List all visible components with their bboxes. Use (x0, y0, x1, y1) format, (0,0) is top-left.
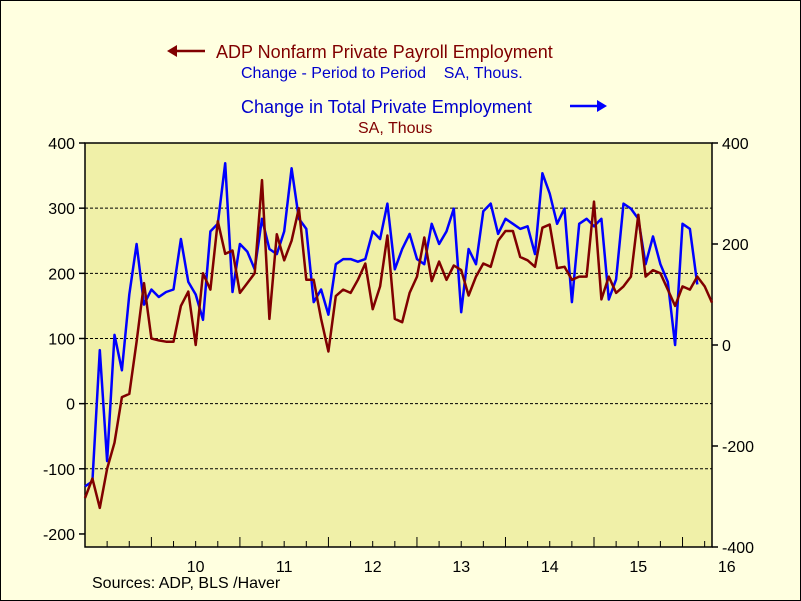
bls-series-subtitle: SA, Thous (358, 120, 432, 137)
left-axis-tick-label: 200 (48, 266, 75, 283)
sources-note: Sources: ADP, BLS /Haver (92, 575, 281, 592)
right-axis-tick-label: -200 (722, 439, 754, 456)
left-axis-tick-label: -100 (43, 462, 75, 479)
right-axis-tick-label: 200 (722, 237, 749, 254)
legend-adp-arrow-head (167, 45, 177, 57)
x-axis-tick-label: 14 (541, 559, 559, 576)
right-axis-tick-label: 0 (722, 338, 731, 355)
left-axis-tick-label: 100 (48, 331, 75, 348)
x-axis-tick-label: 11 (276, 559, 293, 576)
adp-series-title: ADP Nonfarm Private Payroll Employment (216, 42, 553, 62)
left-axis-tick-label: 0 (66, 397, 75, 414)
x-axis-tick-label: 13 (452, 559, 470, 576)
left-y-axis: 400 300 200 100 0 -100 -200 (43, 136, 85, 544)
right-axis-tick-label: -400 (722, 540, 754, 557)
x-axis-tick-label: 16 (718, 559, 736, 576)
x-axis-tick-label: 15 (629, 559, 647, 576)
legend-adp: ADP Nonfarm Private Payroll Employment C… (167, 42, 553, 82)
x-axis-tick-label: 10 (187, 559, 205, 576)
right-axis-tick-label: 400 (722, 136, 749, 153)
plot-area (84, 142, 713, 548)
left-axis-tick-label: 300 (48, 201, 75, 218)
legend-bls-arrow-head (597, 100, 607, 112)
adp-series-subtitle: Change - Period to Period SA, Thous. (241, 65, 523, 82)
x-axis-tick-label: 12 (364, 559, 382, 576)
bls-series-title: Change in Total Private Employment (241, 97, 532, 117)
right-y-axis: 400 200 0 -200 -400 (712, 136, 754, 557)
left-axis-tick-label: 400 (48, 136, 75, 153)
x-axis: 10 11 12 13 14 15 16 (84, 537, 736, 576)
left-axis-tick-label: -200 (43, 527, 75, 544)
legend-bls: Change in Total Private Employment SA, T… (241, 97, 607, 137)
series-line-adp-payroll-employment (83, 178, 714, 510)
